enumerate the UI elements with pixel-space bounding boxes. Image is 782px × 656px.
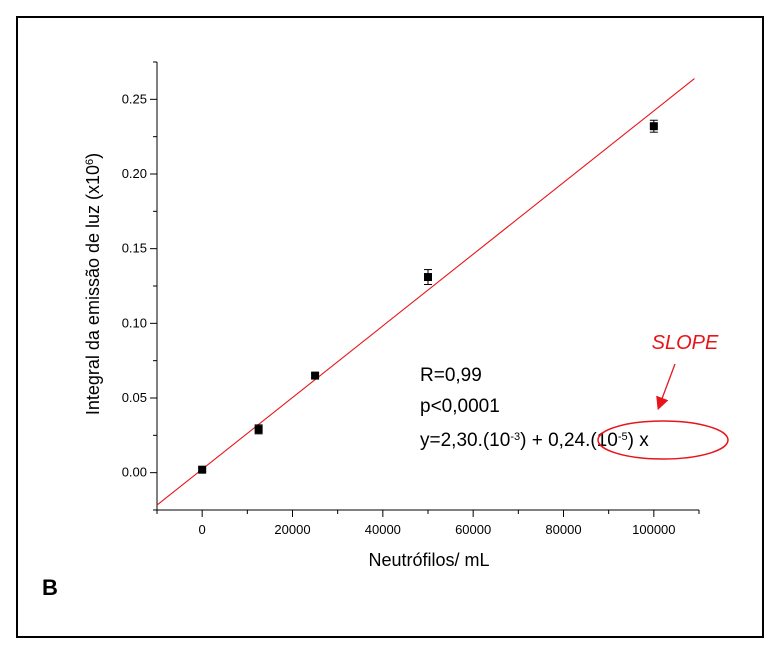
- x-tick-label: 60000: [455, 522, 491, 537]
- y-axis-title: Integral da emissão de luz (x106): [83, 153, 103, 415]
- eq-slope-close: ): [628, 430, 634, 451]
- eq-prefix-sup: -3: [510, 431, 520, 443]
- data-point: [311, 371, 320, 380]
- figure-frame: [16, 16, 764, 638]
- x-tick-label: 20000: [274, 522, 310, 537]
- square-marker: [311, 371, 320, 380]
- annotation-equation: y=2,30.(10-3) + 0,24.(10-5) x: [420, 430, 649, 451]
- slope-arrow: [656, 363, 676, 411]
- eq-slope: 0,24.(10: [548, 430, 618, 451]
- data-point: [649, 119, 658, 133]
- square-marker: [198, 465, 207, 474]
- square-marker: [424, 273, 432, 282]
- y-tick-label: 0.05: [122, 390, 147, 405]
- y-axis-title-close: ): [83, 153, 103, 159]
- x-tick-label: 100000: [632, 522, 675, 537]
- x-tick-label: 80000: [545, 522, 581, 537]
- data-points-layer: [198, 119, 658, 474]
- eq-mid: ) +: [520, 430, 548, 451]
- x-axis-ticks: 0 20000 40000 60000 80000 100000: [156, 510, 700, 537]
- fit-line: [156, 78, 695, 506]
- annotation-p: p<0,0001: [420, 396, 500, 417]
- y-tick-label: 0.25: [122, 91, 147, 106]
- square-marker: [649, 122, 658, 131]
- y-axis-title-main: Integral da emissão de luz (x10: [83, 165, 103, 415]
- slope-highlight-ellipse: [597, 420, 729, 460]
- fit-line-layer: [156, 78, 695, 506]
- x-axis-title: Neutrófilos/ mL: [368, 550, 489, 570]
- eq-slope-sup: -5: [618, 431, 628, 443]
- x-tick-label: 0: [199, 522, 206, 537]
- annotation-r: R=0,99: [420, 365, 482, 386]
- y-axis-ticks: 0.00 0.05 0.10 0.15 0.20 0.25: [122, 61, 157, 511]
- eq-suffix: x: [634, 430, 649, 451]
- y-axis-title-sup: 6: [84, 159, 96, 165]
- x-tick-label: 40000: [365, 522, 401, 537]
- panel-letter: B: [42, 575, 58, 600]
- data-point: [198, 465, 207, 474]
- data-point: [254, 424, 263, 435]
- y-tick-label: 0.15: [122, 241, 147, 256]
- data-point: [424, 269, 432, 286]
- eq-prefix: y=2,30.(10: [420, 430, 510, 451]
- y-tick-label: 0.20: [122, 166, 147, 181]
- y-tick-label: 0.00: [122, 465, 147, 480]
- slope-label: SLOPE: [652, 332, 719, 354]
- square-marker: [254, 425, 263, 434]
- y-tick-label: 0.10: [122, 315, 147, 330]
